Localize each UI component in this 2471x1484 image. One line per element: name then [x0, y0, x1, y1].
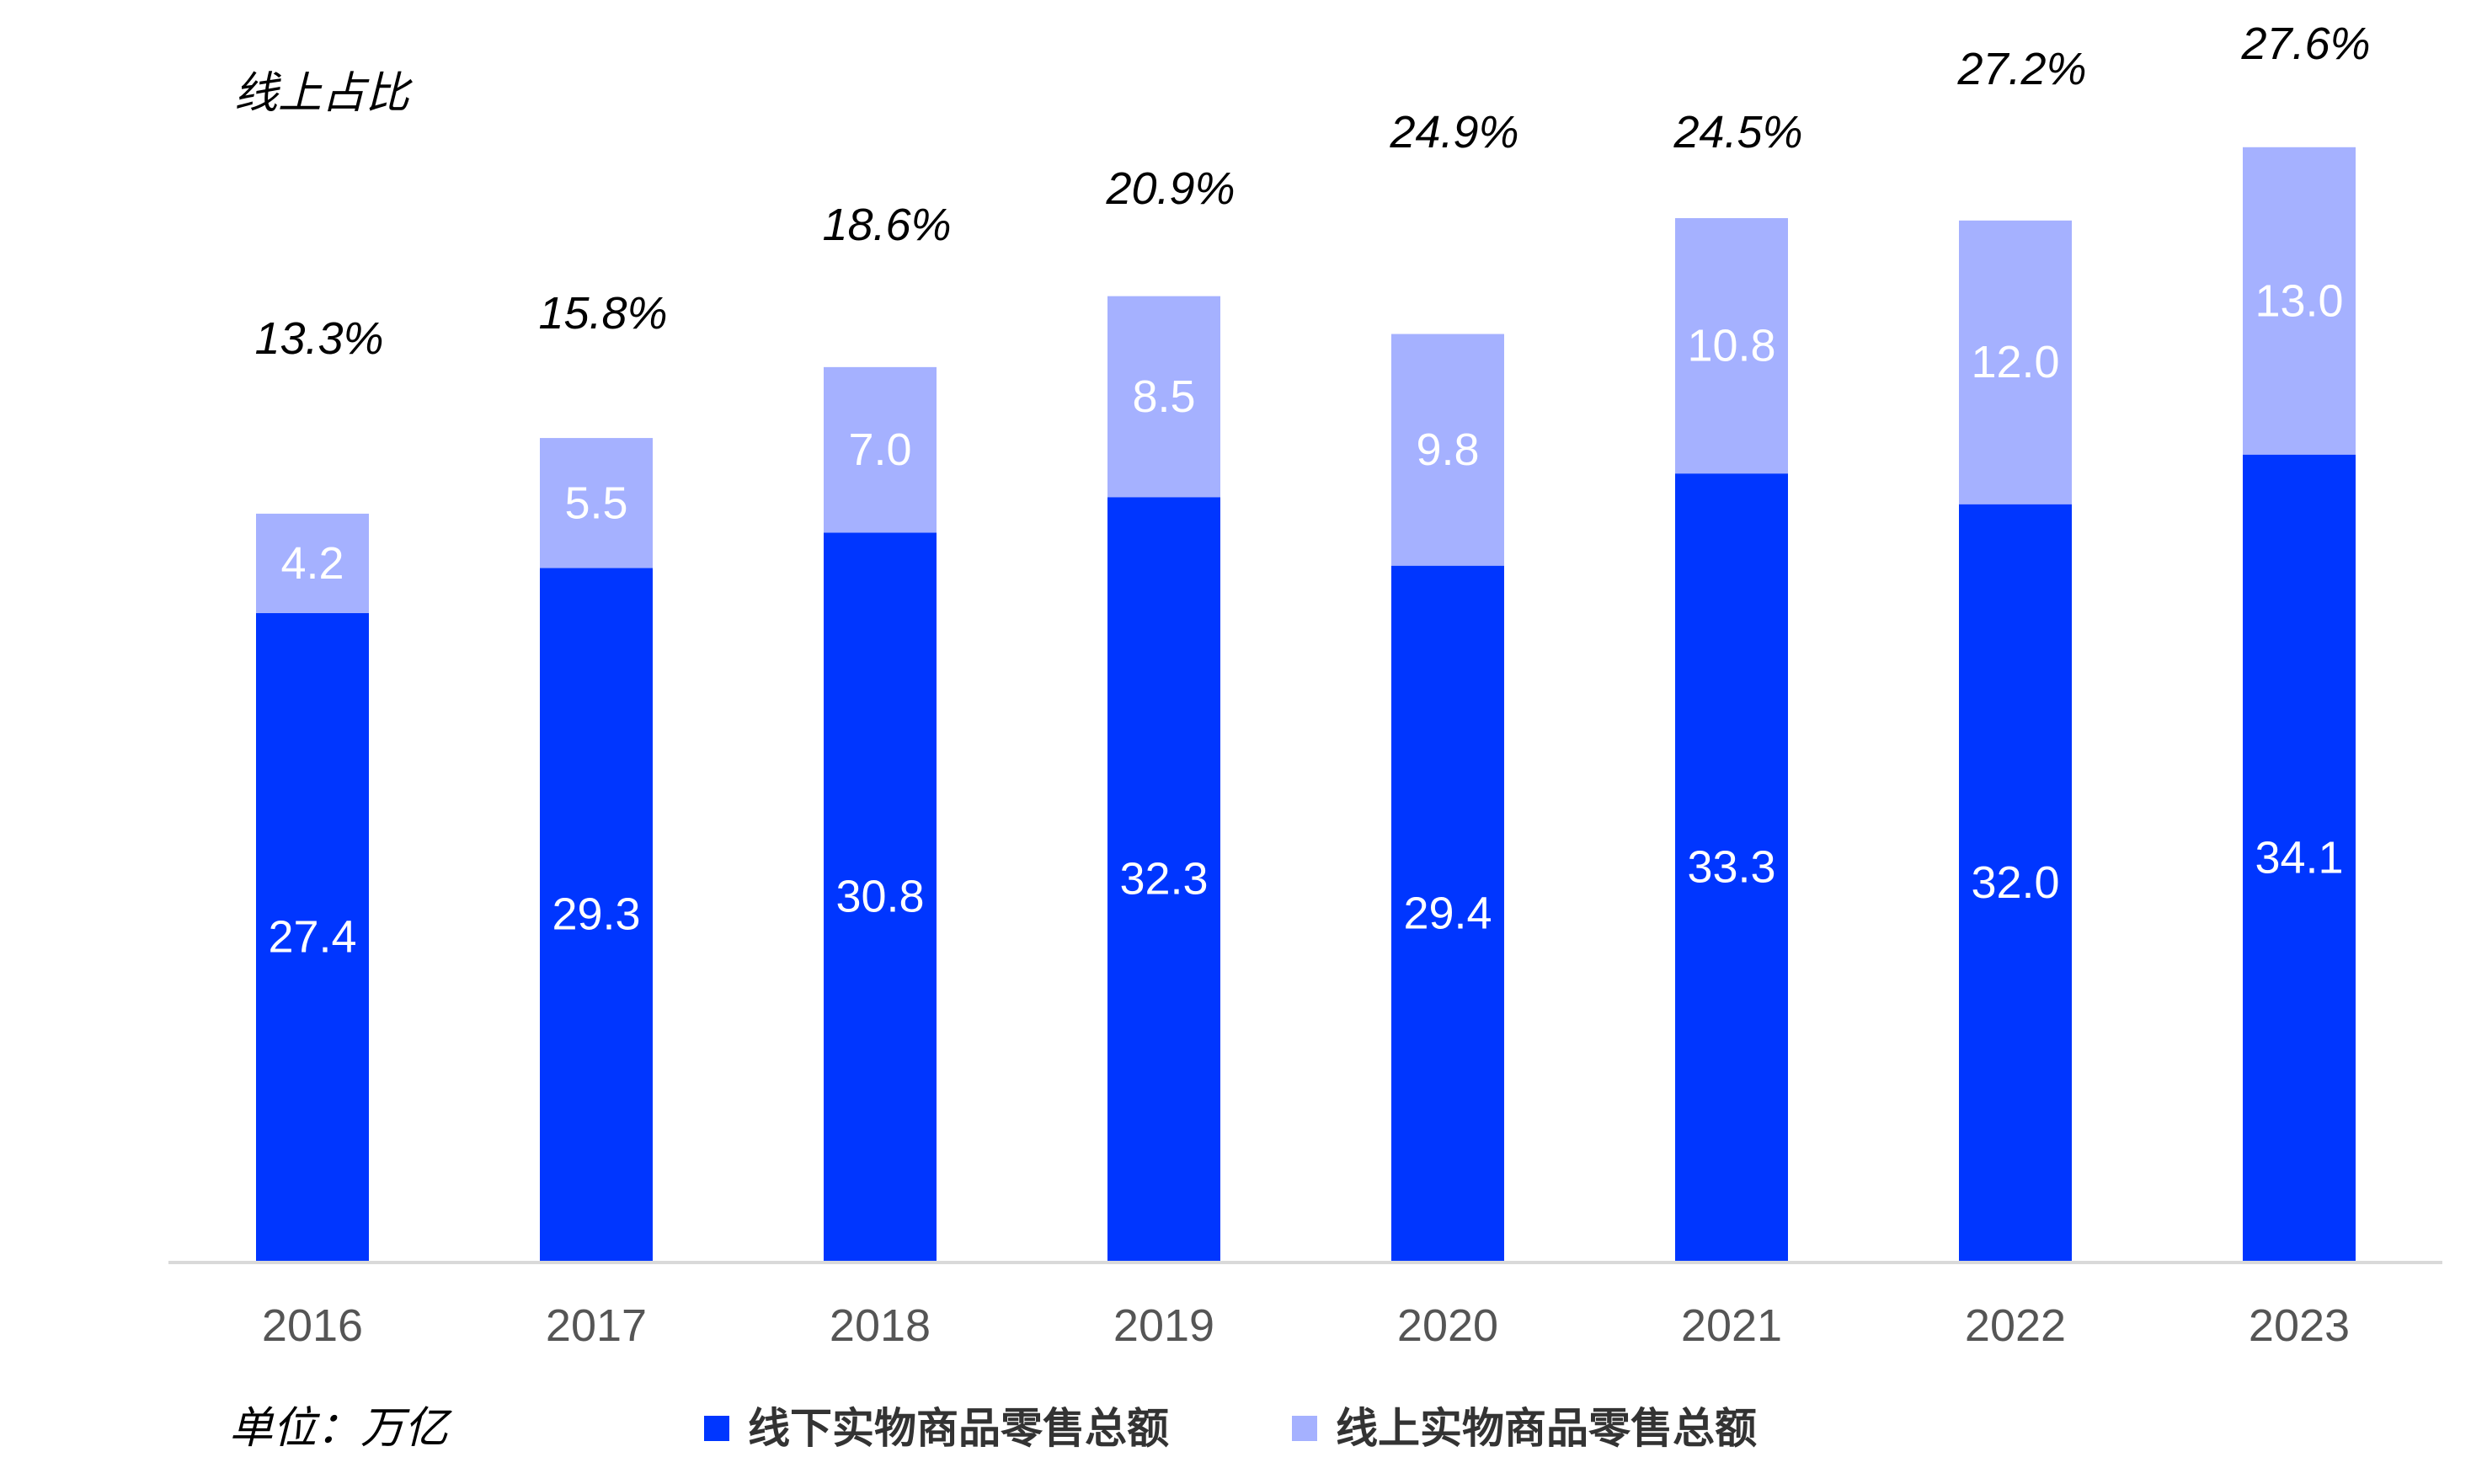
x-tick-label-2020: 2020 [1397, 1300, 1498, 1351]
bar-offline-2021 [1675, 473, 1788, 1261]
x-tick-label-2022: 2022 [1965, 1300, 2066, 1351]
bar-online-2021 [1675, 218, 1788, 474]
legend-swatch-online [1292, 1416, 1317, 1441]
bars-layer [256, 147, 2356, 1261]
value-label-online-2018: 7.0 [848, 424, 911, 475]
x-tick-label-2019: 2019 [1113, 1300, 1214, 1351]
value-label-offline-2016: 27.4 [268, 911, 356, 962]
share-label-2022: 27.2% [1956, 44, 2086, 94]
value-label-online-2019: 8.5 [1132, 371, 1195, 422]
bar-online-2018 [824, 366, 937, 533]
x-tick-label-2016: 2016 [262, 1300, 363, 1351]
bar-online-2016 [256, 513, 369, 613]
share-label-2020: 24.9% [1389, 107, 1518, 157]
value-label-online-2022: 12.0 [1971, 337, 2059, 387]
bar-offline-2017 [540, 568, 653, 1261]
bar-offline-2019 [1107, 497, 1220, 1261]
x-tick-label-2017: 2017 [546, 1300, 647, 1351]
bar-online-2022 [1959, 220, 2072, 504]
value-label-online-2023: 13.0 [2255, 275, 2343, 326]
bar-offline-2022 [1959, 504, 2072, 1261]
x-tick-label-2018: 2018 [830, 1300, 931, 1351]
bar-offline-2023 [2243, 454, 2356, 1261]
bar-online-2020 [1391, 334, 1504, 566]
bar-offline-2020 [1391, 565, 1504, 1261]
unit-label: 单位：万亿 [229, 1404, 449, 1453]
value-label-offline-2020: 29.4 [1403, 888, 1492, 938]
bar-online-2023 [2243, 147, 2356, 455]
value-label-online-2016: 4.2 [280, 538, 344, 589]
legend-label-offline: 线下实物商品零售总额 [748, 1405, 1169, 1452]
value-label-online-2021: 10.8 [1687, 321, 1775, 371]
online-share-title: 线上占比 [234, 69, 410, 118]
value-label-online-2020: 9.8 [1416, 424, 1479, 475]
legend-label-online: 线上实物商品零售总额 [1336, 1405, 1757, 1452]
share-label-2016: 13.3% [254, 313, 383, 364]
bar-online-2017 [540, 438, 653, 569]
share-label-2017: 15.8% [538, 288, 667, 339]
legend-swatch-offline [704, 1416, 729, 1441]
legend-item-online: 线上实物商品零售总额 [1292, 1401, 1757, 1456]
share-label-2021: 24.5% [1673, 107, 1802, 157]
share-label-2019: 20.9% [1105, 163, 1235, 214]
share-label-2023: 27.6% [2240, 19, 2370, 69]
value-label-offline-2017: 29.3 [552, 889, 640, 940]
value-label-offline-2018: 30.8 [835, 872, 924, 922]
value-label-offline-2021: 33.3 [1687, 842, 1775, 893]
share-label-2018: 18.6% [822, 200, 951, 250]
bar-online-2019 [1107, 296, 1220, 498]
bar-offline-2016 [256, 612, 369, 1261]
value-label-offline-2023: 34.1 [2255, 832, 2343, 883]
x-tick-label-2021: 2021 [1681, 1300, 1782, 1351]
legend-item-offline: 线下实物商品零售总额 [704, 1401, 1169, 1456]
bar-offline-2018 [824, 532, 937, 1261]
value-label-online-2017: 5.5 [564, 478, 627, 528]
x-tick-label-2023: 2023 [2249, 1300, 2350, 1351]
value-label-offline-2022: 32.0 [1971, 857, 2059, 908]
labels-layer: 27.4 4.2 13.3% 2016 29.3 5.5 15.8% 2017 30.8 7.0 1… [254, 19, 2370, 1351]
value-label-offline-2019: 32.3 [1119, 854, 1208, 905]
